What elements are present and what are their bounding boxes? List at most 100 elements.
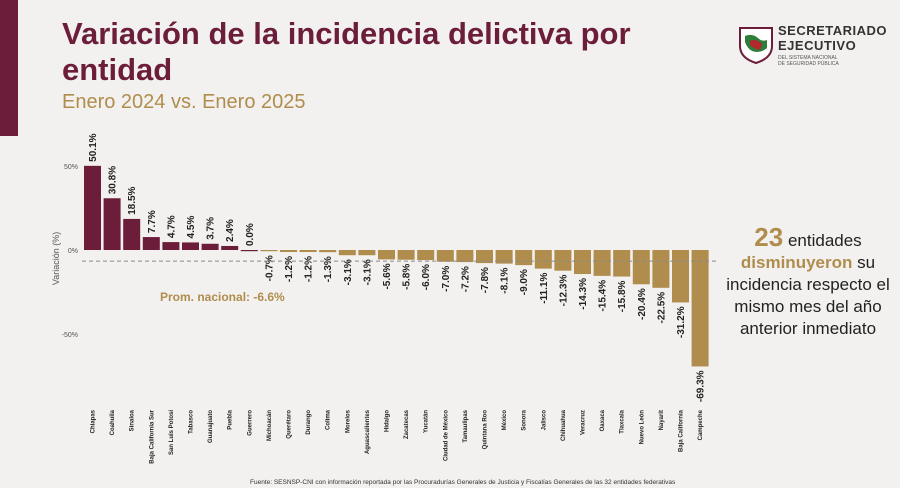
category-label: Tlaxcala xyxy=(620,409,626,433)
data-label: -1.3% xyxy=(323,256,334,282)
data-label: -31.2% xyxy=(676,306,687,338)
page-subtitle: Enero 2024 vs. Enero 2025 xyxy=(62,91,306,113)
data-label: 7.7% xyxy=(147,210,158,233)
data-label: -3.1% xyxy=(362,259,373,285)
data-label: -7.0% xyxy=(441,266,452,292)
data-label: -20.4% xyxy=(637,288,648,320)
category-label: Baja California xyxy=(679,409,685,452)
bar xyxy=(280,250,297,253)
bar xyxy=(632,250,650,285)
data-label: -12.3% xyxy=(558,275,569,307)
data-label: 18.5% xyxy=(127,186,138,214)
category-label: Zacatecas xyxy=(404,409,410,439)
data-label: 4.7% xyxy=(166,215,177,238)
data-label: 0.0% xyxy=(245,223,256,246)
bar xyxy=(593,250,611,276)
bar xyxy=(534,250,552,269)
data-label: 3.7% xyxy=(206,217,217,240)
data-label: -8.1% xyxy=(500,268,511,294)
bar xyxy=(103,198,121,250)
data-label: -11.1% xyxy=(539,273,550,304)
y-axis-label: Variación (%) xyxy=(51,232,61,285)
data-label: -7.8% xyxy=(480,267,491,293)
category-label: Puebla xyxy=(228,409,234,429)
data-label: 4.5% xyxy=(186,216,197,239)
category-label: Jalisco xyxy=(541,410,547,431)
bar xyxy=(260,250,278,252)
bar xyxy=(574,250,591,275)
bar xyxy=(397,250,415,260)
bar xyxy=(515,250,533,266)
data-label: 30.8% xyxy=(108,166,119,194)
sesnsp-logo: SECRETARIADO EJECUTIVO DEL SISTEMA NACIO… xyxy=(734,22,894,68)
source-note: Fuente: SESNSP-CNI con información repor… xyxy=(250,479,676,486)
category-label: Michoacán xyxy=(267,410,273,441)
data-label: -3.1% xyxy=(343,259,354,285)
data-label: -9.0% xyxy=(519,269,530,295)
category-label: Colima xyxy=(326,409,332,430)
category-label: Tamaulipas xyxy=(463,409,469,442)
average-label: Prom. nacional: -6.6% xyxy=(160,290,285,304)
category-label: Querétaro xyxy=(287,410,293,439)
bar xyxy=(495,250,513,264)
y-tick-label: 50% xyxy=(64,164,78,171)
category-label: San Luis Potosí xyxy=(169,410,175,455)
category-label: Guerrero xyxy=(247,410,253,436)
category-label: Nayarit xyxy=(659,410,665,430)
y-tick-label: -50% xyxy=(62,332,78,339)
bar xyxy=(613,250,631,277)
bar xyxy=(456,250,474,263)
bar xyxy=(436,250,454,262)
category-label: Morelos xyxy=(345,409,351,433)
bar xyxy=(142,237,160,250)
logo-line-3: DEL SISTEMA NACIONAL xyxy=(778,55,838,61)
category-label: Hidalgo xyxy=(385,410,391,432)
bar xyxy=(240,250,258,252)
category-label: Yucatán xyxy=(424,410,430,433)
bar xyxy=(652,250,670,288)
category-label: Durango xyxy=(306,410,312,435)
bar xyxy=(221,245,239,250)
category-label: Veracruz xyxy=(581,410,587,435)
bar xyxy=(162,242,180,250)
callout-text-3: incidencia respecto el mismo mes del año… xyxy=(726,275,890,338)
shield-emblem-icon xyxy=(739,27,773,64)
callout-text: 23 entidades disminuyeron su incidencia … xyxy=(718,224,898,340)
data-label: -6.0% xyxy=(421,264,432,290)
data-label: -7.2% xyxy=(460,266,471,292)
logo-line-1: SECRETARIADO xyxy=(778,23,888,38)
side-accent-bar xyxy=(0,0,18,136)
page-title: Variación de la incidencia delictiva por… xyxy=(62,16,631,87)
callout-text-2: su xyxy=(857,253,876,272)
category-label: Oaxaca xyxy=(600,409,606,431)
category-label: Ciudad de México xyxy=(443,410,449,461)
category-label: Quintana Roo xyxy=(483,410,489,450)
data-label: -15.8% xyxy=(617,280,628,312)
category-label: Campeche xyxy=(698,409,704,440)
bar xyxy=(338,250,356,256)
category-label: Nuevo León xyxy=(639,410,645,445)
bar xyxy=(672,250,689,303)
category-label: Aguascalientes xyxy=(365,409,371,454)
bar xyxy=(182,242,199,250)
callout-highlight: disminuyeron xyxy=(740,253,853,272)
category-label: Guanajuato xyxy=(208,410,214,443)
category-label: Baja California Sur xyxy=(149,409,155,463)
bar xyxy=(84,165,101,250)
bar xyxy=(299,250,317,253)
bar xyxy=(378,250,395,260)
data-label: -1.2% xyxy=(284,256,295,282)
bar xyxy=(319,250,337,253)
category-label: Sinaloa xyxy=(130,409,136,431)
category-label: Tabasco xyxy=(189,410,195,434)
data-label: -0.7% xyxy=(264,255,275,281)
category-label: Sonora xyxy=(522,409,528,430)
logo-line-2: EJECUTIVO xyxy=(778,38,857,53)
data-label: 50.1% xyxy=(88,133,99,161)
bar xyxy=(476,250,493,264)
data-label: -1.2% xyxy=(304,256,315,282)
category-label: México xyxy=(502,410,508,431)
bar xyxy=(691,250,709,367)
data-label: -5.8% xyxy=(402,264,413,290)
bar xyxy=(358,250,376,256)
